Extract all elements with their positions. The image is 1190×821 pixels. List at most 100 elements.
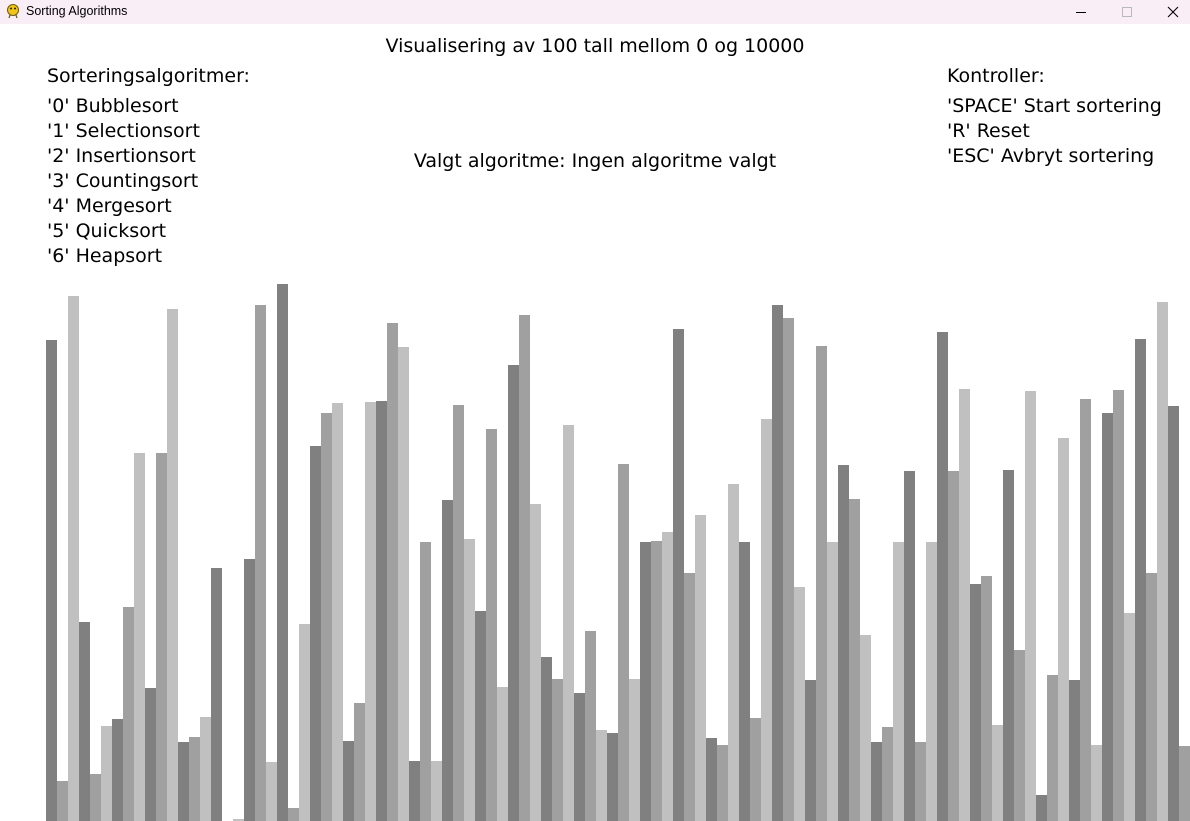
value-bar xyxy=(893,542,904,821)
value-bar xyxy=(475,611,486,821)
minimize-button[interactable] xyxy=(1058,0,1104,24)
value-bar xyxy=(1124,613,1135,821)
close-icon xyxy=(1167,6,1179,18)
value-bar xyxy=(1102,413,1113,821)
value-bar xyxy=(277,284,288,821)
value-bar xyxy=(409,761,420,821)
value-bar xyxy=(167,309,178,821)
value-bar xyxy=(1047,675,1058,821)
window-titlebar[interactable]: Sorting Algorithms xyxy=(0,0,1190,24)
value-bar xyxy=(79,622,90,821)
value-bar xyxy=(871,742,882,821)
value-bar xyxy=(387,323,398,821)
value-bar xyxy=(1003,470,1014,821)
value-bar xyxy=(640,542,651,821)
value-bar xyxy=(706,738,717,821)
maximize-icon xyxy=(1122,7,1132,17)
value-bar xyxy=(849,499,860,821)
value-bar xyxy=(310,446,321,821)
value-bar xyxy=(178,742,189,821)
value-bar xyxy=(90,774,101,821)
algorithm-item-insertionsort: '2' Insertionsort xyxy=(47,145,196,167)
value-bar xyxy=(607,733,618,821)
window-title: Sorting Algorithms xyxy=(26,4,128,18)
value-bar xyxy=(442,500,453,821)
value-bar xyxy=(541,657,552,821)
value-bar xyxy=(123,607,134,821)
value-bar xyxy=(1091,745,1102,821)
visualization-heading: Visualisering av 100 tall mellom 0 og 10… xyxy=(385,35,805,57)
value-bar xyxy=(156,453,167,821)
value-bar xyxy=(717,745,728,821)
value-bar xyxy=(1025,391,1036,821)
value-bar xyxy=(904,471,915,821)
value-bar xyxy=(552,679,563,821)
value-bar xyxy=(596,730,607,821)
value-bar xyxy=(530,504,541,821)
control-item-reset: 'R' Reset xyxy=(947,120,1030,142)
value-bar xyxy=(321,413,332,821)
value-bar xyxy=(497,687,508,821)
value-bar xyxy=(761,419,772,821)
value-bar xyxy=(68,296,79,821)
control-item-start: 'SPACE' Start sortering xyxy=(947,95,1162,117)
value-bar xyxy=(739,542,750,821)
value-bar xyxy=(486,429,497,821)
value-bar xyxy=(453,405,464,821)
value-bar xyxy=(431,761,442,821)
value-bar xyxy=(1135,339,1146,821)
value-bar xyxy=(959,389,970,821)
value-bar xyxy=(926,542,937,821)
value-bar xyxy=(1080,399,1091,821)
value-bar xyxy=(508,365,519,821)
value-bar xyxy=(211,568,222,821)
value-bar xyxy=(1069,680,1080,821)
value-bar xyxy=(981,576,992,821)
value-bar xyxy=(838,465,849,821)
value-bar xyxy=(585,631,596,821)
value-bar xyxy=(57,781,68,821)
value-bar xyxy=(288,808,299,821)
value-bar xyxy=(948,471,959,821)
value-bar xyxy=(519,315,530,821)
value-bar xyxy=(233,819,244,821)
value-bar xyxy=(266,762,277,821)
value-bar xyxy=(915,742,926,821)
value-bar xyxy=(794,587,805,821)
value-bar xyxy=(1179,746,1190,821)
selected-algorithm-label: Valgt algoritme: Ingen algoritme valgt xyxy=(413,150,777,172)
value-bar xyxy=(46,340,57,821)
value-bar xyxy=(1146,573,1157,821)
value-bar xyxy=(1036,795,1047,821)
controls-list: 'SPACE' Start sortering 'R' Reset 'ESC' … xyxy=(947,94,1162,169)
value-bar xyxy=(376,401,387,821)
value-bar xyxy=(937,332,948,821)
controls-title: Kontroller: xyxy=(947,65,1045,87)
algorithm-item-mergesort: '4' Mergesort xyxy=(47,195,172,217)
value-bar xyxy=(673,329,684,821)
value-bar xyxy=(464,539,475,821)
value-bar xyxy=(618,464,629,821)
value-bar xyxy=(772,305,783,821)
value-bar xyxy=(145,688,156,821)
value-bar xyxy=(1157,302,1168,821)
value-bar xyxy=(1168,406,1179,821)
value-bar xyxy=(101,726,112,821)
algorithm-item-bubblesort: '0' Bubblesort xyxy=(47,95,179,117)
value-bar xyxy=(684,573,695,821)
value-bar xyxy=(574,693,585,821)
algorithm-item-quicksort: '5' Quicksort xyxy=(47,220,167,242)
value-bar xyxy=(1058,438,1069,821)
value-bar xyxy=(343,741,354,821)
value-bar xyxy=(882,727,893,821)
value-bar xyxy=(1014,650,1025,821)
close-button[interactable] xyxy=(1150,0,1190,24)
algorithm-item-countingsort: '3' Countingsort xyxy=(47,170,199,192)
value-bar xyxy=(420,542,431,821)
value-bar xyxy=(662,532,673,821)
maximize-button[interactable] xyxy=(1104,0,1150,24)
value-bar xyxy=(805,680,816,821)
value-bar xyxy=(695,515,706,821)
value-bar xyxy=(827,542,838,821)
algorithm-item-selectionsort: '1' Selectionsort xyxy=(47,120,200,142)
